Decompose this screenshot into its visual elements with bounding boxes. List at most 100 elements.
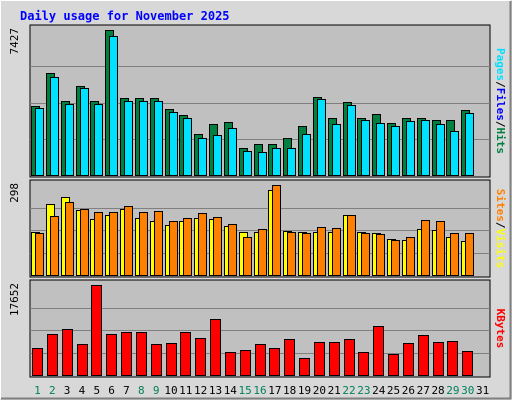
bar-sites-day-13 (213, 217, 222, 276)
x-tick-label-day-25: 25 (387, 384, 400, 397)
bar-pages-day-12 (198, 138, 207, 176)
bar-sites-day-9 (154, 211, 163, 276)
bar-sites-day-17 (272, 185, 281, 276)
bar-kbytes-day-9 (151, 344, 162, 376)
panel-hits-files-pages-legend-label: Pages/Files/Hits (494, 48, 507, 154)
bar-pages-day-29 (450, 131, 459, 176)
bar-pages-day-19 (302, 134, 311, 176)
bar-sites-day-5 (94, 212, 103, 276)
x-tick-label-day-7: 7 (123, 384, 130, 397)
bar-sites-day-20 (317, 227, 326, 276)
bar-sites-day-2 (50, 216, 59, 276)
bar-pages-day-21 (332, 124, 341, 176)
legend-part-0: Sites (494, 189, 507, 222)
bar-kbytes-day-6 (106, 334, 117, 376)
bar-pages-day-25 (391, 126, 400, 176)
x-tick-label-day-18: 18 (283, 384, 296, 397)
bar-pages-day-28 (436, 124, 445, 176)
bar-sites-day-3 (65, 202, 74, 276)
bar-kbytes-day-30 (462, 351, 473, 376)
bar-pages-day-4 (80, 88, 89, 176)
x-tick-label-day-2: 2 (49, 384, 56, 397)
bar-sites-day-11 (183, 218, 192, 276)
x-tick-label-day-23: 23 (357, 384, 370, 397)
bar-pages-day-16 (258, 152, 267, 176)
bar-sites-day-24 (376, 234, 385, 276)
bar-kbytes-day-10 (166, 343, 177, 376)
x-tick-label-day-30: 30 (461, 384, 474, 397)
bar-sites-day-14 (228, 224, 237, 276)
bar-kbytes-day-23 (358, 352, 369, 376)
legend-part-1: / (494, 81, 507, 88)
bar-pages-day-3 (65, 104, 74, 176)
bar-sites-day-29 (450, 233, 459, 276)
x-tick-label-day-1: 1 (34, 384, 41, 397)
bar-kbytes-day-1 (32, 348, 43, 376)
bar-kbytes-day-3 (62, 329, 73, 376)
bar-kbytes-day-20 (314, 342, 325, 376)
x-tick-label-day-28: 28 (431, 384, 444, 397)
legend-part-3: / (494, 121, 507, 128)
x-tick-label-day-22: 22 (342, 384, 355, 397)
bar-kbytes-day-22 (344, 339, 355, 376)
bar-kbytes-day-16 (255, 344, 266, 376)
bar-pages-day-22 (347, 105, 356, 176)
bar-kbytes-day-29 (447, 341, 458, 376)
bar-kbytes-day-8 (136, 332, 147, 376)
x-tick-label-day-10: 10 (164, 384, 177, 397)
bar-kbytes-day-14 (225, 352, 236, 376)
bar-kbytes-day-18 (284, 339, 295, 376)
bar-sites-day-7 (124, 206, 133, 276)
bar-sites-day-18 (287, 232, 296, 276)
x-tick-label-day-4: 4 (79, 384, 86, 397)
bar-sites-day-6 (109, 212, 118, 276)
chart-title: Daily usage for November 2025 (20, 9, 230, 23)
x-tick-label-day-15: 15 (239, 384, 252, 397)
bar-sites-day-30 (465, 233, 474, 276)
bar-pages-day-1 (35, 108, 44, 176)
bar-kbytes-day-15 (240, 350, 251, 376)
bar-kbytes-day-17 (269, 348, 280, 376)
x-tick-label-day-11: 11 (179, 384, 192, 397)
x-tick-label-day-27: 27 (417, 384, 430, 397)
bar-sites-day-12 (198, 213, 207, 276)
bar-pages-day-24 (376, 123, 385, 176)
bar-pages-day-14 (228, 128, 237, 176)
bar-pages-day-15 (243, 151, 252, 176)
panel-visits-sites-max-label: 298 (8, 183, 21, 203)
bar-kbytes-day-24 (373, 326, 384, 376)
bar-kbytes-day-7 (121, 332, 132, 376)
bar-kbytes-day-11 (180, 332, 191, 376)
panel-kbytes-legend-label: KBytes (494, 309, 507, 349)
bar-pages-day-18 (287, 148, 296, 176)
bar-pages-day-27 (421, 120, 430, 176)
bar-pages-day-8 (139, 101, 148, 176)
bar-kbytes-day-4 (77, 344, 88, 376)
bar-pages-day-23 (361, 120, 370, 176)
bar-kbytes-day-2 (47, 334, 58, 376)
x-tick-label-day-5: 5 (93, 384, 100, 397)
legend-part-0: KBytes (494, 309, 507, 349)
bar-pages-day-20 (317, 99, 326, 176)
x-tick-label-day-12: 12 (194, 384, 207, 397)
x-tick-label-day-13: 13 (209, 384, 222, 397)
x-tick-label-day-17: 17 (268, 384, 281, 397)
bar-sites-day-27 (421, 220, 430, 276)
bar-sites-day-28 (436, 221, 445, 276)
bar-kbytes-day-5 (91, 285, 102, 376)
legend-part-0: Pages (494, 48, 507, 81)
bar-pages-day-11 (183, 118, 192, 176)
bar-sites-day-15 (243, 237, 252, 276)
legend-part-2: Files (494, 88, 507, 121)
bar-kbytes-day-19 (299, 358, 310, 376)
x-tick-label-day-8: 8 (138, 384, 145, 397)
panel-hits-files-pages-max-label: 7427 (8, 28, 21, 55)
bar-kbytes-day-27 (418, 335, 429, 376)
bar-sites-day-10 (169, 221, 178, 276)
bar-kbytes-day-21 (329, 342, 340, 376)
bar-sites-day-22 (347, 215, 356, 276)
bar-pages-day-17 (272, 148, 281, 176)
panel-kbytes-max-label: 17652 (8, 283, 21, 316)
x-tick-label-day-6: 6 (108, 384, 115, 397)
bar-pages-day-30 (465, 113, 474, 176)
